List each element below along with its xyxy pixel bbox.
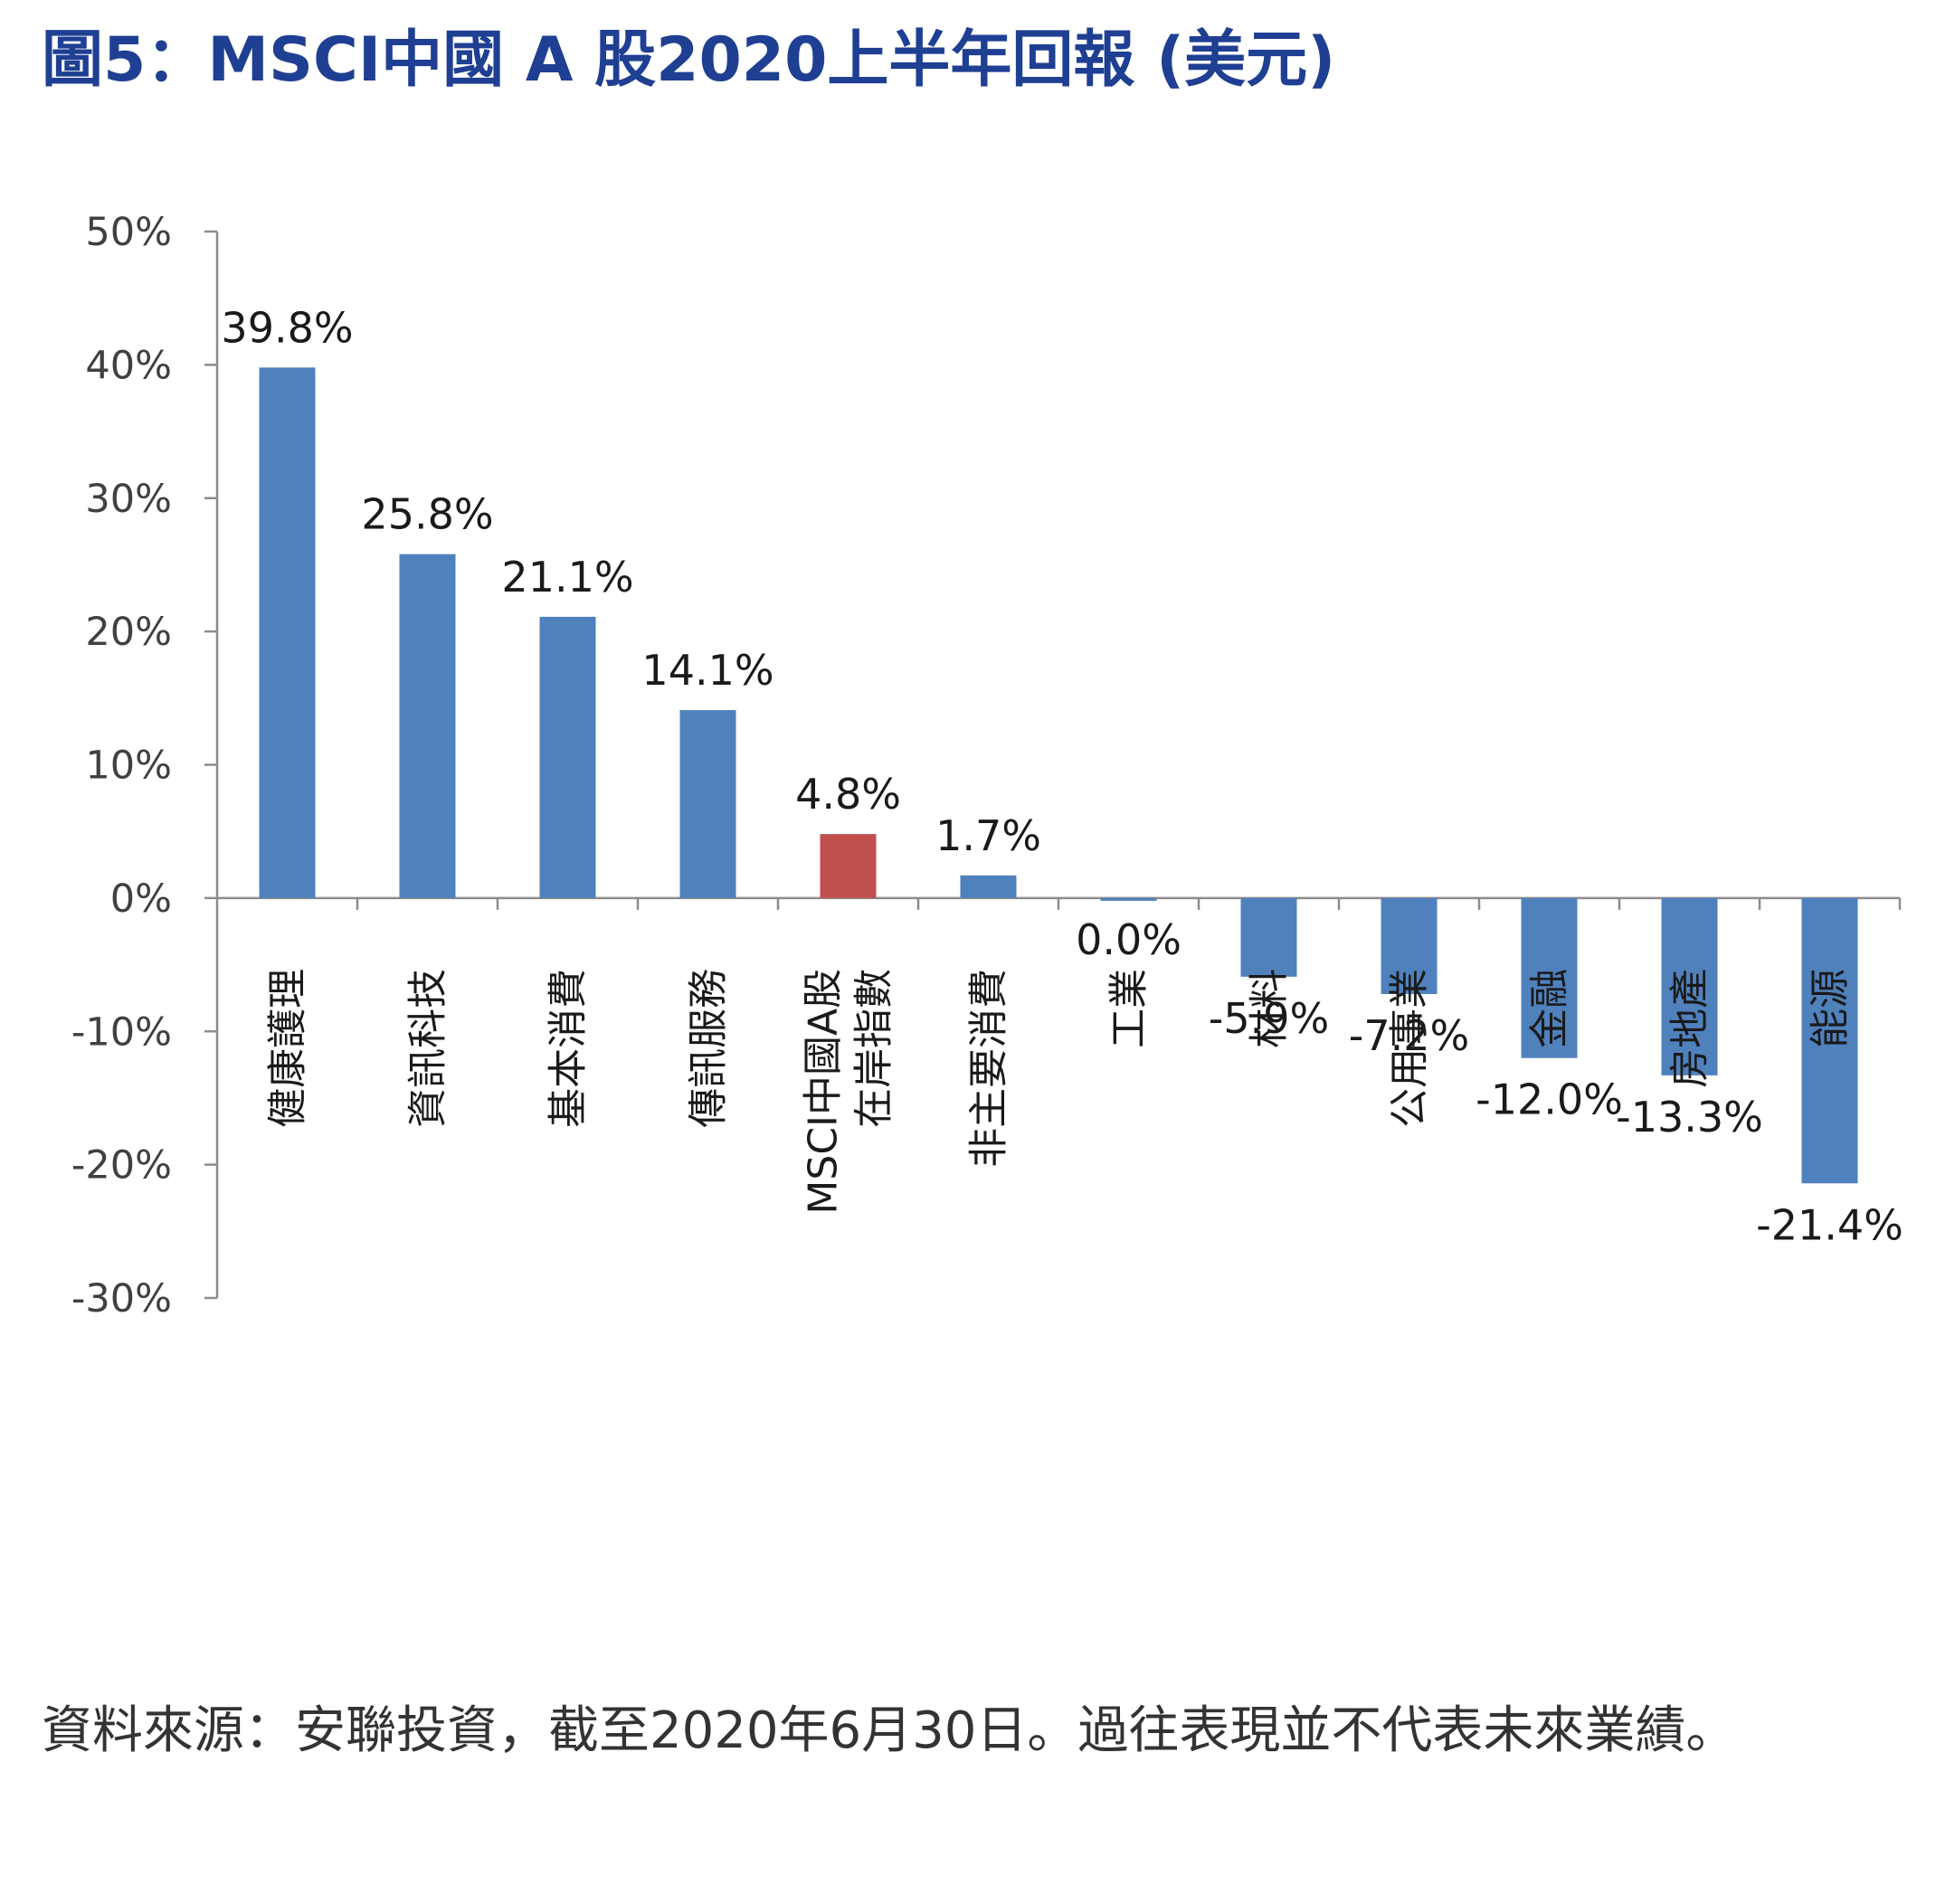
- data-label: 25.8%: [361, 490, 493, 539]
- data-label: -21.4%: [1756, 1200, 1903, 1249]
- category-label: 材料: [1247, 969, 1293, 1048]
- data-label: 4.8%: [795, 770, 901, 819]
- y-tick-label: -10%: [71, 1009, 172, 1055]
- category-label: 公用事業: [1387, 969, 1433, 1128]
- y-tick-label: 10%: [85, 744, 172, 789]
- bar: [259, 367, 316, 898]
- bar: [679, 710, 736, 898]
- y-tick-label: 20%: [85, 610, 172, 655]
- y-axis: 50% 40% 30% 20% 10% 0% -10% -20% -30%: [71, 210, 219, 1321]
- category-label: MSCI中國A股: [801, 969, 847, 1215]
- data-label: 14.1%: [641, 646, 773, 695]
- category-label: 房地產: [1667, 969, 1713, 1088]
- data-label: 21.1%: [501, 553, 633, 602]
- bar: [820, 834, 877, 898]
- data-label: 0.0%: [1076, 915, 1182, 964]
- y-tick-label: -20%: [71, 1143, 172, 1189]
- y-tick-label: 0%: [110, 876, 172, 922]
- category-label: 資訊科技: [405, 969, 451, 1128]
- data-label: 1.7%: [935, 811, 1041, 860]
- data-label: -5.9%: [1209, 994, 1329, 1043]
- category-labels: 健康護理 資訊科技 基本消費 傳訊服務 MSCI中國A股 在岸指數 非主要消費 工業 材料 公用事…: [265, 969, 1854, 1215]
- bar: [399, 554, 456, 898]
- bar: [539, 616, 596, 898]
- y-tick-label: 50%: [85, 210, 172, 255]
- bar: [1521, 897, 1578, 1058]
- bar: [1661, 897, 1718, 1075]
- y-tick-label: 30%: [85, 477, 172, 522]
- bar: [1381, 897, 1438, 994]
- category-label: 基本消費: [546, 969, 592, 1128]
- data-labels: 39.8% 25.8%21.1%14.1% 4.8% 1.7% 0.0% -5.9% -7.…: [221, 303, 1903, 1249]
- bars: [259, 367, 1858, 1184]
- bar-chart: 50% 40% 30% 20% 10% 0% -10% -20% -30% 39.8% 25.8%…: [71, 210, 1903, 1321]
- data-label: -7.2%: [1349, 1011, 1469, 1060]
- category-label: 工業: [1106, 969, 1153, 1048]
- data-label: -13.3%: [1616, 1093, 1763, 1141]
- bar: [960, 875, 1017, 898]
- bar: [1100, 897, 1157, 901]
- category-label: 傳訊服務: [686, 969, 732, 1128]
- data-label: -12.0%: [1476, 1075, 1623, 1124]
- category-label: 健康護理: [265, 969, 311, 1128]
- y-tick-label: -30%: [71, 1276, 172, 1321]
- bar: [1240, 897, 1297, 977]
- chart-title: 圖5：MSCI中國 A 股2020上半年回報 (美元): [42, 24, 1336, 96]
- y-tick-label: 40%: [85, 343, 172, 388]
- data-label: 39.8%: [221, 303, 353, 352]
- category-label: 金融: [1527, 969, 1573, 1048]
- category-label: 非主要消費: [966, 969, 1012, 1168]
- x-axis: [217, 896, 1902, 910]
- category-label: 能源: [1808, 969, 1854, 1048]
- category-label: 在岸指數: [851, 969, 897, 1128]
- bar: [1801, 897, 1858, 1184]
- source-note: 資料來源：安聯投資，截至2020年6月30日。過往表現並不代表未來業績。: [42, 1701, 1737, 1760]
